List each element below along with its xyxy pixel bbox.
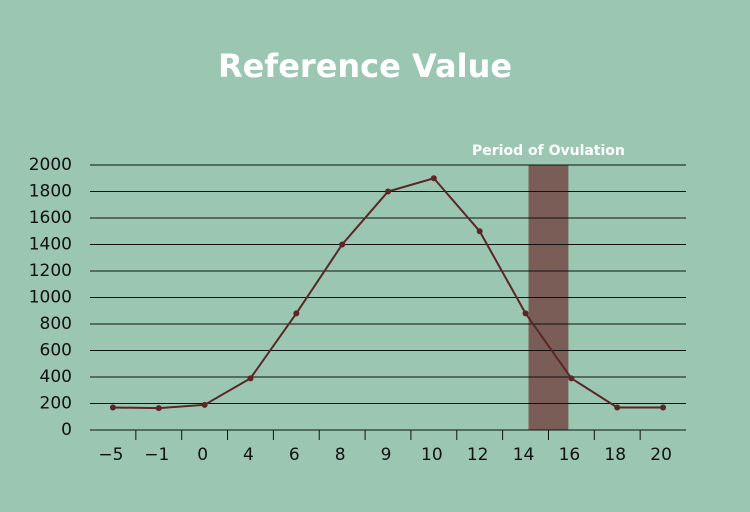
x-tick-label: 6 — [289, 445, 300, 465]
data-point — [201, 401, 208, 408]
data-point — [660, 404, 667, 411]
x-tick-label: 20 — [650, 445, 672, 465]
x-tick-label: −1 — [144, 445, 169, 465]
chart-title: Reference Value — [218, 47, 512, 85]
y-tick-label: 600 — [40, 341, 72, 361]
y-tick-label: 1200 — [29, 261, 72, 281]
y-tick-label: 800 — [40, 314, 72, 334]
data-point — [155, 405, 162, 412]
y-tick-label: 200 — [40, 394, 72, 414]
data-point — [339, 241, 346, 248]
data-point — [568, 375, 575, 382]
y-tick-label: 400 — [40, 367, 72, 387]
x-tick-label: 12 — [467, 445, 489, 465]
data-point — [476, 228, 483, 235]
x-tick-label: −5 — [98, 445, 123, 465]
x-tick-label: 18 — [604, 445, 626, 465]
x-tick-label: 4 — [243, 445, 254, 465]
data-point — [385, 188, 391, 195]
y-tick-label: 0 — [61, 420, 72, 440]
y-tick-label: 1000 — [29, 288, 72, 308]
data-point — [522, 310, 529, 317]
x-tick-label: 14 — [513, 445, 535, 465]
data-point — [430, 175, 437, 182]
data-point — [109, 404, 116, 411]
data-point — [614, 404, 621, 411]
x-tick-label: 10 — [421, 445, 443, 465]
band-label: Period of Ovulation — [472, 143, 625, 159]
data-point — [247, 375, 254, 382]
y-tick-label: 1600 — [29, 208, 72, 228]
x-tick-label: 8 — [335, 445, 346, 465]
y-tick-label: 1400 — [29, 235, 72, 255]
data-point — [293, 310, 300, 317]
x-tick-label: 16 — [559, 445, 581, 465]
y-tick-label: 1800 — [29, 182, 72, 202]
x-tick-label: 9 — [381, 445, 392, 465]
x-tick-label: 0 — [197, 445, 208, 465]
y-tick-label: 2000 — [29, 155, 72, 175]
